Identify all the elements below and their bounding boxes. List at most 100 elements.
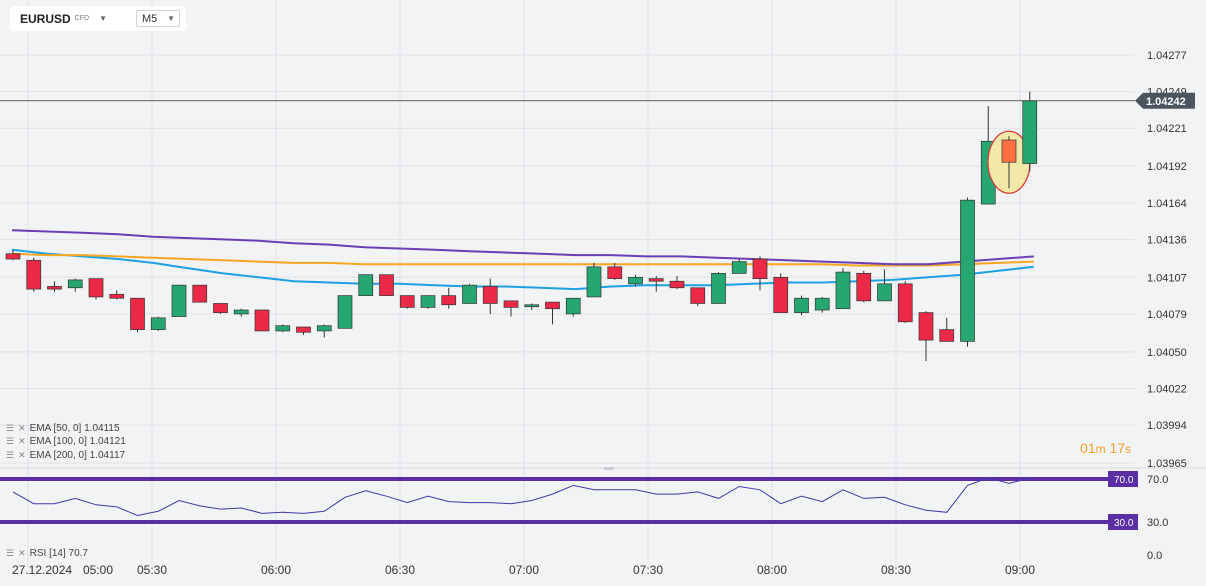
candle[interactable] <box>47 281 62 292</box>
candle[interactable] <box>897 281 913 324</box>
ema100-label: EMA [100, 0] 1.04121 <box>29 436 126 447</box>
time-tick-label: 08:30 <box>881 563 911 577</box>
price-tick-label: 1.03994 <box>1147 420 1187 432</box>
candle-body <box>669 280 685 289</box>
candle-body <box>296 326 311 333</box>
candle[interactable] <box>794 295 809 316</box>
candle-body <box>5 253 21 260</box>
candle[interactable] <box>524 303 540 310</box>
candle-body <box>337 295 353 329</box>
candle[interactable] <box>960 197 975 347</box>
candle[interactable] <box>939 317 955 342</box>
symbol-selector[interactable]: EURUSD CFD ▼ M5 ▼ <box>10 6 186 31</box>
candle[interactable] <box>669 276 685 290</box>
panel-resize-handle[interactable] <box>604 467 614 470</box>
candle[interactable] <box>171 284 187 317</box>
candle[interactable] <box>88 278 104 300</box>
candle-body <box>711 273 726 304</box>
candle[interactable] <box>482 278 498 314</box>
candle[interactable] <box>773 273 789 313</box>
legend-ema200[interactable]: ☰ ✕ EMA [200, 0] 1.04117 <box>6 450 125 461</box>
candle[interactable] <box>711 272 726 304</box>
candle[interactable] <box>987 130 1031 194</box>
candle[interactable] <box>109 290 125 300</box>
candle[interactable] <box>1022 91 1038 172</box>
candle[interactable] <box>565 297 581 317</box>
candle[interactable] <box>213 303 228 314</box>
candle[interactable] <box>752 256 768 291</box>
price-tick-label: 1.04107 <box>1147 272 1187 284</box>
settings-icon[interactable]: ☰ <box>6 450 15 460</box>
candle-body <box>1001 139 1017 163</box>
candle[interactable] <box>690 287 706 307</box>
time-tick-label: 07:00 <box>509 563 539 577</box>
candle-body <box>856 273 872 302</box>
candle[interactable] <box>379 274 394 296</box>
candle[interactable] <box>607 262 623 280</box>
legend-ema100[interactable]: ☰ ✕ EMA [100, 0] 1.04121 <box>6 436 126 447</box>
candle-body <box>441 295 457 306</box>
settings-icon[interactable]: ☰ <box>6 548 15 558</box>
price-tick-label: 1.04164 <box>1147 198 1187 210</box>
timeframe-dropdown-icon[interactable]: ▼ <box>167 14 175 23</box>
candle[interactable] <box>358 274 374 296</box>
settings-icon[interactable]: ☰ <box>6 423 15 433</box>
candle[interactable] <box>150 316 166 331</box>
candle-body <box>109 293 125 299</box>
candle[interactable] <box>462 283 477 304</box>
close-icon[interactable]: ✕ <box>18 436 26 446</box>
candle-body <box>1022 100 1038 164</box>
close-icon[interactable]: ✕ <box>18 423 26 433</box>
timeframe-select[interactable]: M5 ▼ <box>136 10 180 27</box>
time-tick-label: 08:00 <box>757 563 787 577</box>
settings-icon[interactable]: ☰ <box>6 436 15 446</box>
candle-body <box>524 304 540 308</box>
symbol-name[interactable]: EURUSD <box>20 11 71 26</box>
candle[interactable] <box>545 301 560 325</box>
ema200-label: EMA [200, 0] 1.04117 <box>29 450 126 461</box>
candle[interactable] <box>835 268 851 310</box>
candle[interactable] <box>233 308 249 317</box>
candle[interactable] <box>254 309 270 332</box>
candle[interactable] <box>856 270 872 303</box>
candles[interactable] <box>5 91 1038 361</box>
candle-body <box>918 312 934 341</box>
candle[interactable] <box>648 276 664 292</box>
candle[interactable] <box>337 295 353 329</box>
rsi-axis-label: 30.0 <box>1147 517 1168 529</box>
rsi-level-tag <box>1108 514 1138 530</box>
candle[interactable] <box>192 284 208 303</box>
candle[interactable] <box>316 324 332 338</box>
candle[interactable] <box>5 249 21 261</box>
candle[interactable] <box>814 296 830 313</box>
candle[interactable] <box>628 274 643 287</box>
candle[interactable] <box>503 300 519 317</box>
candle-body <box>897 283 913 323</box>
candle-body <box>752 258 768 279</box>
close-icon[interactable]: ✕ <box>18 548 26 558</box>
candle[interactable] <box>275 324 291 333</box>
legend-rsi[interactable]: ☰ ✕ RSI [14] 70.7 <box>6 548 88 559</box>
candle[interactable] <box>296 326 311 335</box>
candle-body <box>213 303 228 313</box>
candle[interactable] <box>130 297 145 333</box>
ema100-line <box>11 252 1034 267</box>
candle[interactable] <box>399 295 415 309</box>
time-axis[interactable]: 27.12.2024 05:00 05:30 06:00 06:30 07:00 07:30… <box>12 563 1035 577</box>
rsi-panel[interactable]: 70.0 30.0 70.0 30.0 0.0 <box>0 471 1168 562</box>
candle[interactable] <box>877 269 892 302</box>
candle[interactable] <box>441 287 457 309</box>
symbol-dropdown-icon[interactable]: ▼ <box>99 14 107 23</box>
candle[interactable] <box>26 257 42 292</box>
close-icon[interactable]: ✕ <box>18 450 26 460</box>
legend-ema50[interactable]: ☰ ✕ EMA [50, 0] 1.04115 <box>6 423 120 434</box>
candle[interactable] <box>586 262 602 298</box>
candle[interactable] <box>67 278 83 292</box>
price-tick-label: 1.04192 <box>1147 161 1187 173</box>
candle[interactable] <box>918 311 934 361</box>
price-axis[interactable]: 1.042771.042491.042211.041921.041641.041… <box>0 50 1195 470</box>
candle[interactable] <box>731 259 747 274</box>
candle[interactable] <box>420 295 436 309</box>
